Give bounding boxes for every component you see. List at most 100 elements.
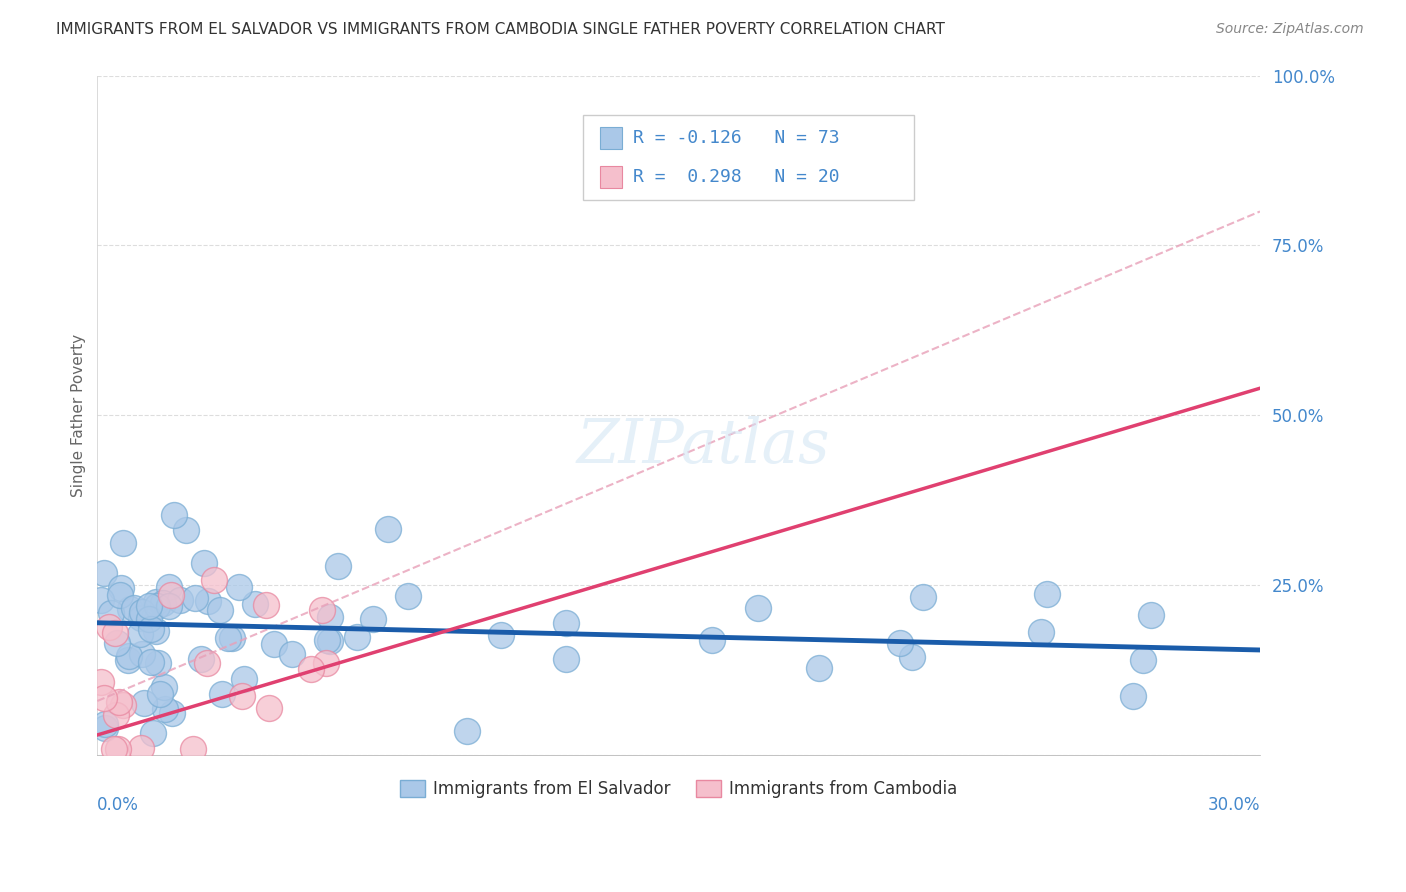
Point xyxy=(555,651,578,665)
Point xyxy=(747,600,769,615)
Point xyxy=(299,662,322,676)
Point xyxy=(211,687,233,701)
Point xyxy=(138,612,160,626)
Point xyxy=(97,620,120,634)
Point xyxy=(243,597,266,611)
Point xyxy=(131,605,153,619)
Point xyxy=(157,580,180,594)
Point xyxy=(1036,587,1059,601)
Point xyxy=(363,612,385,626)
Point xyxy=(112,698,135,712)
Point xyxy=(1031,624,1053,639)
Point xyxy=(152,597,174,611)
Point xyxy=(110,581,132,595)
Y-axis label: Single Father Poverty: Single Father Poverty xyxy=(72,334,86,497)
Point xyxy=(315,656,337,670)
Point xyxy=(90,674,112,689)
Point xyxy=(217,632,239,646)
Point xyxy=(163,508,186,522)
Point xyxy=(141,655,163,669)
Point xyxy=(555,615,578,630)
Point xyxy=(94,721,117,735)
Point xyxy=(93,691,115,706)
Point xyxy=(145,624,167,639)
Point xyxy=(456,723,478,738)
Point xyxy=(319,634,342,648)
Point xyxy=(142,726,165,740)
Point xyxy=(281,647,304,661)
Point xyxy=(107,741,129,756)
Text: R =  0.298   N = 20: R = 0.298 N = 20 xyxy=(634,168,839,186)
Legend: Immigrants from El Salvador, Immigrants from Cambodia: Immigrants from El Salvador, Immigrants … xyxy=(394,773,965,805)
Point xyxy=(107,695,129,709)
Point xyxy=(149,687,172,701)
Point xyxy=(396,589,419,603)
Text: 0.0%: 0.0% xyxy=(97,797,139,814)
Point xyxy=(162,706,184,720)
Point xyxy=(346,630,368,644)
Point xyxy=(184,591,207,606)
Point xyxy=(257,701,280,715)
Point xyxy=(153,702,176,716)
Point xyxy=(221,631,243,645)
Point xyxy=(808,661,831,675)
Point xyxy=(202,573,225,587)
Point xyxy=(169,592,191,607)
Point xyxy=(153,680,176,694)
Point xyxy=(131,647,153,661)
Point xyxy=(145,595,167,609)
Point xyxy=(146,599,169,613)
Point xyxy=(195,656,218,670)
Point xyxy=(228,580,250,594)
Point xyxy=(100,607,122,621)
Point xyxy=(139,622,162,636)
Point xyxy=(311,603,333,617)
Point xyxy=(117,653,139,667)
Text: R = -0.126   N = 73: R = -0.126 N = 73 xyxy=(634,128,839,147)
Point xyxy=(197,594,219,608)
Point xyxy=(1140,607,1163,622)
Point xyxy=(117,648,139,663)
Text: Source: ZipAtlas.com: Source: ZipAtlas.com xyxy=(1216,22,1364,37)
Point xyxy=(120,602,142,616)
Point xyxy=(122,601,145,615)
Text: 30.0%: 30.0% xyxy=(1208,797,1260,814)
Point xyxy=(105,636,128,650)
Point xyxy=(90,593,112,607)
Point xyxy=(315,633,337,648)
Point xyxy=(900,649,922,664)
Point xyxy=(263,637,285,651)
Text: IMMIGRANTS FROM EL SALVADOR VS IMMIGRANTS FROM CAMBODIA SINGLE FATHER POVERTY CO: IMMIGRANTS FROM EL SALVADOR VS IMMIGRANT… xyxy=(56,22,945,37)
Point xyxy=(138,599,160,613)
Point xyxy=(148,656,170,670)
Point xyxy=(233,672,256,686)
Point xyxy=(132,696,155,710)
Point xyxy=(111,536,134,550)
Point xyxy=(93,716,115,731)
Point xyxy=(231,689,253,703)
Point xyxy=(104,626,127,640)
Point xyxy=(209,603,232,617)
Point xyxy=(105,707,128,722)
Point xyxy=(174,523,197,537)
Point xyxy=(377,522,399,536)
Point xyxy=(700,633,723,648)
Point xyxy=(181,741,204,756)
Point xyxy=(193,556,215,570)
Point xyxy=(128,627,150,641)
Point xyxy=(160,588,183,602)
Point xyxy=(157,599,180,614)
Point xyxy=(1132,653,1154,667)
Point xyxy=(108,588,131,602)
Point xyxy=(328,559,350,574)
Point xyxy=(1122,689,1144,703)
Point xyxy=(254,599,277,613)
Point xyxy=(129,740,152,755)
Point xyxy=(190,652,212,666)
Point xyxy=(489,628,512,642)
Text: ZIPatlas: ZIPatlas xyxy=(576,416,830,476)
Point xyxy=(912,590,935,604)
Point xyxy=(319,609,342,624)
Point xyxy=(131,611,153,625)
Point xyxy=(93,566,115,580)
